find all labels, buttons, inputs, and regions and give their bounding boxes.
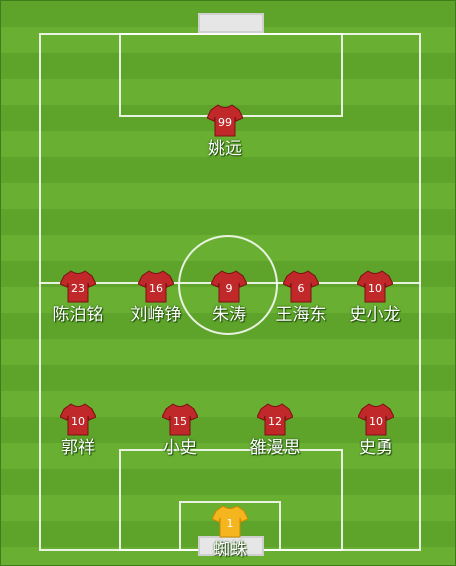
center-circle <box>178 235 278 335</box>
player-card[interactable]: 99 姚远 <box>180 103 270 159</box>
player-name: 小史 <box>163 438 197 458</box>
shirt-icon: 9 <box>211 270 247 303</box>
player-card[interactable]: 23 陈泊铭 <box>33 269 123 325</box>
player-card[interactable]: 6 王海东 <box>256 269 346 325</box>
shirt-icon: 10 <box>357 270 393 303</box>
shirt-body <box>207 104 243 137</box>
shirt-body <box>60 403 96 436</box>
shirt-icon: 10 <box>358 403 394 436</box>
player-name: 刘峥铮 <box>130 305 182 325</box>
shirt-body <box>357 270 393 303</box>
player-name: 史小龙 <box>349 305 401 325</box>
shirt-icon: 10 <box>60 403 96 436</box>
player-name: 陈泊铭 <box>52 305 104 325</box>
player-card[interactable]: 10 史小龙 <box>330 269 420 325</box>
shirt-icon: 6 <box>283 270 319 303</box>
player-name: 蜘蛛 <box>213 540 247 560</box>
shirt-number: 23 <box>71 282 85 295</box>
shirt-body <box>358 403 394 436</box>
shirt-body <box>212 505 248 538</box>
shirt-body <box>60 270 96 303</box>
shirt-number: 10 <box>369 415 383 428</box>
shirt-number: 10 <box>368 282 382 295</box>
top-goal <box>198 13 264 33</box>
shirt-icon: 15 <box>162 403 198 436</box>
shirt-number: 9 <box>226 282 233 295</box>
shirt-icon: 99 <box>207 104 243 137</box>
shirt-body <box>283 270 319 303</box>
player-card[interactable]: 9 朱涛 <box>184 269 274 325</box>
shirt-icon: 16 <box>138 270 174 303</box>
player-name: 郭祥 <box>61 438 95 458</box>
player-card[interactable]: 12 雒漫思 <box>230 402 320 458</box>
shirt-body <box>257 403 293 436</box>
player-name: 史勇 <box>359 438 393 458</box>
shirt-number: 6 <box>298 282 305 295</box>
player-name: 朱涛 <box>212 305 246 325</box>
shirt-number: 16 <box>149 282 163 295</box>
player-card[interactable]: 10 郭祥 <box>33 402 123 458</box>
shirt-number: 15 <box>173 415 187 428</box>
shirt-icon: 12 <box>257 403 293 436</box>
goalkeeper-card[interactable]: 1 蜘蛛 <box>185 504 275 560</box>
shirt-body <box>211 270 247 303</box>
player-name: 王海东 <box>275 305 327 325</box>
shirt-number: 10 <box>71 415 85 428</box>
player-name: 姚远 <box>208 139 242 159</box>
shirt-body <box>162 403 198 436</box>
player-card[interactable]: 16 刘峥铮 <box>111 269 201 325</box>
shirt-number: 1 <box>227 517 234 530</box>
goalkeeper-shirt-icon: 1 <box>212 505 248 538</box>
shirt-number: 12 <box>268 415 282 428</box>
shirt-icon: 23 <box>60 270 96 303</box>
shirt-number: 99 <box>218 116 232 129</box>
player-card[interactable]: 10 史勇 <box>331 402 421 458</box>
shirt-body <box>138 270 174 303</box>
player-name: 雒漫思 <box>249 438 301 458</box>
player-card[interactable]: 15 小史 <box>135 402 225 458</box>
